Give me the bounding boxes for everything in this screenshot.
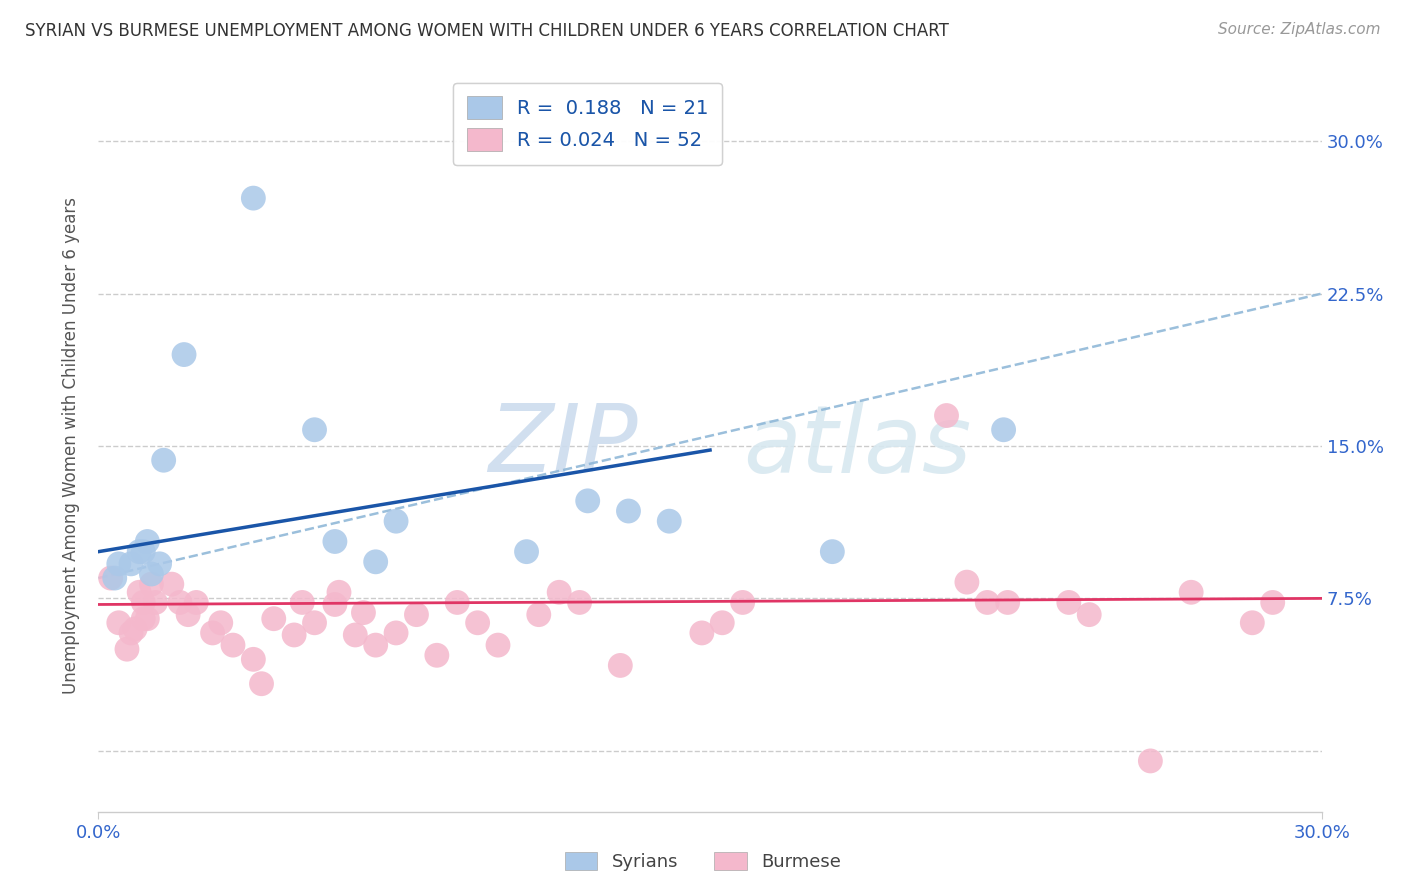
Point <box>328 585 350 599</box>
Point <box>364 638 387 652</box>
Point <box>568 595 591 609</box>
Point <box>242 191 264 205</box>
Point <box>405 607 427 622</box>
Point <box>141 577 163 591</box>
Point <box>132 612 155 626</box>
Point <box>426 648 449 663</box>
Point <box>658 514 681 528</box>
Point <box>617 504 640 518</box>
Point <box>209 615 232 630</box>
Point <box>141 567 163 582</box>
Text: atlas: atlas <box>742 401 972 491</box>
Point <box>304 615 326 630</box>
Point <box>976 595 998 609</box>
Point <box>467 615 489 630</box>
Point <box>385 514 408 528</box>
Y-axis label: Unemployment Among Women with Children Under 6 years: Unemployment Among Women with Children U… <box>62 197 80 695</box>
Point <box>250 676 273 690</box>
Point <box>516 544 538 558</box>
Point <box>323 598 346 612</box>
Point <box>731 595 754 609</box>
Point <box>997 595 1019 609</box>
Point <box>173 348 195 362</box>
Point <box>136 612 159 626</box>
Point <box>222 638 245 652</box>
Point <box>304 423 326 437</box>
Point <box>486 638 509 652</box>
Point <box>152 453 174 467</box>
Point <box>132 544 155 558</box>
Point <box>128 544 150 558</box>
Text: ZIP: ZIP <box>488 401 638 491</box>
Point <box>1180 585 1202 599</box>
Point <box>283 628 305 642</box>
Point <box>169 595 191 609</box>
Point <box>100 571 122 585</box>
Point <box>323 534 346 549</box>
Point <box>108 615 131 630</box>
Point <box>115 642 138 657</box>
Point <box>1241 615 1264 630</box>
Point <box>145 595 167 609</box>
Point <box>149 557 172 571</box>
Point <box>1057 595 1080 609</box>
Point <box>956 575 979 590</box>
Point <box>263 612 285 626</box>
Point <box>186 595 208 609</box>
Point <box>1139 754 1161 768</box>
Point <box>344 628 367 642</box>
Point <box>364 555 387 569</box>
Point <box>935 409 957 423</box>
Point <box>1078 607 1101 622</box>
Point <box>120 557 142 571</box>
Point <box>352 606 374 620</box>
Point <box>291 595 314 609</box>
Point <box>160 577 183 591</box>
Legend: Syrians, Burmese: Syrians, Burmese <box>558 845 848 879</box>
Point <box>242 652 264 666</box>
Point <box>201 626 224 640</box>
Point <box>711 615 734 630</box>
Point <box>385 626 408 640</box>
Point <box>124 622 146 636</box>
Point <box>104 571 127 585</box>
Point <box>120 626 142 640</box>
Point <box>690 626 713 640</box>
Text: Source: ZipAtlas.com: Source: ZipAtlas.com <box>1218 22 1381 37</box>
Legend: R =  0.188   N = 21, R = 0.024   N = 52: R = 0.188 N = 21, R = 0.024 N = 52 <box>453 83 723 164</box>
Point <box>527 607 550 622</box>
Point <box>446 595 468 609</box>
Text: SYRIAN VS BURMESE UNEMPLOYMENT AMONG WOMEN WITH CHILDREN UNDER 6 YEARS CORRELATI: SYRIAN VS BURMESE UNEMPLOYMENT AMONG WOM… <box>25 22 949 40</box>
Point <box>609 658 631 673</box>
Point <box>136 534 159 549</box>
Point <box>548 585 571 599</box>
Point <box>108 557 131 571</box>
Point <box>1261 595 1284 609</box>
Point <box>821 544 844 558</box>
Point <box>177 607 200 622</box>
Point <box>576 494 599 508</box>
Point <box>132 595 155 609</box>
Point <box>128 585 150 599</box>
Point <box>993 423 1015 437</box>
